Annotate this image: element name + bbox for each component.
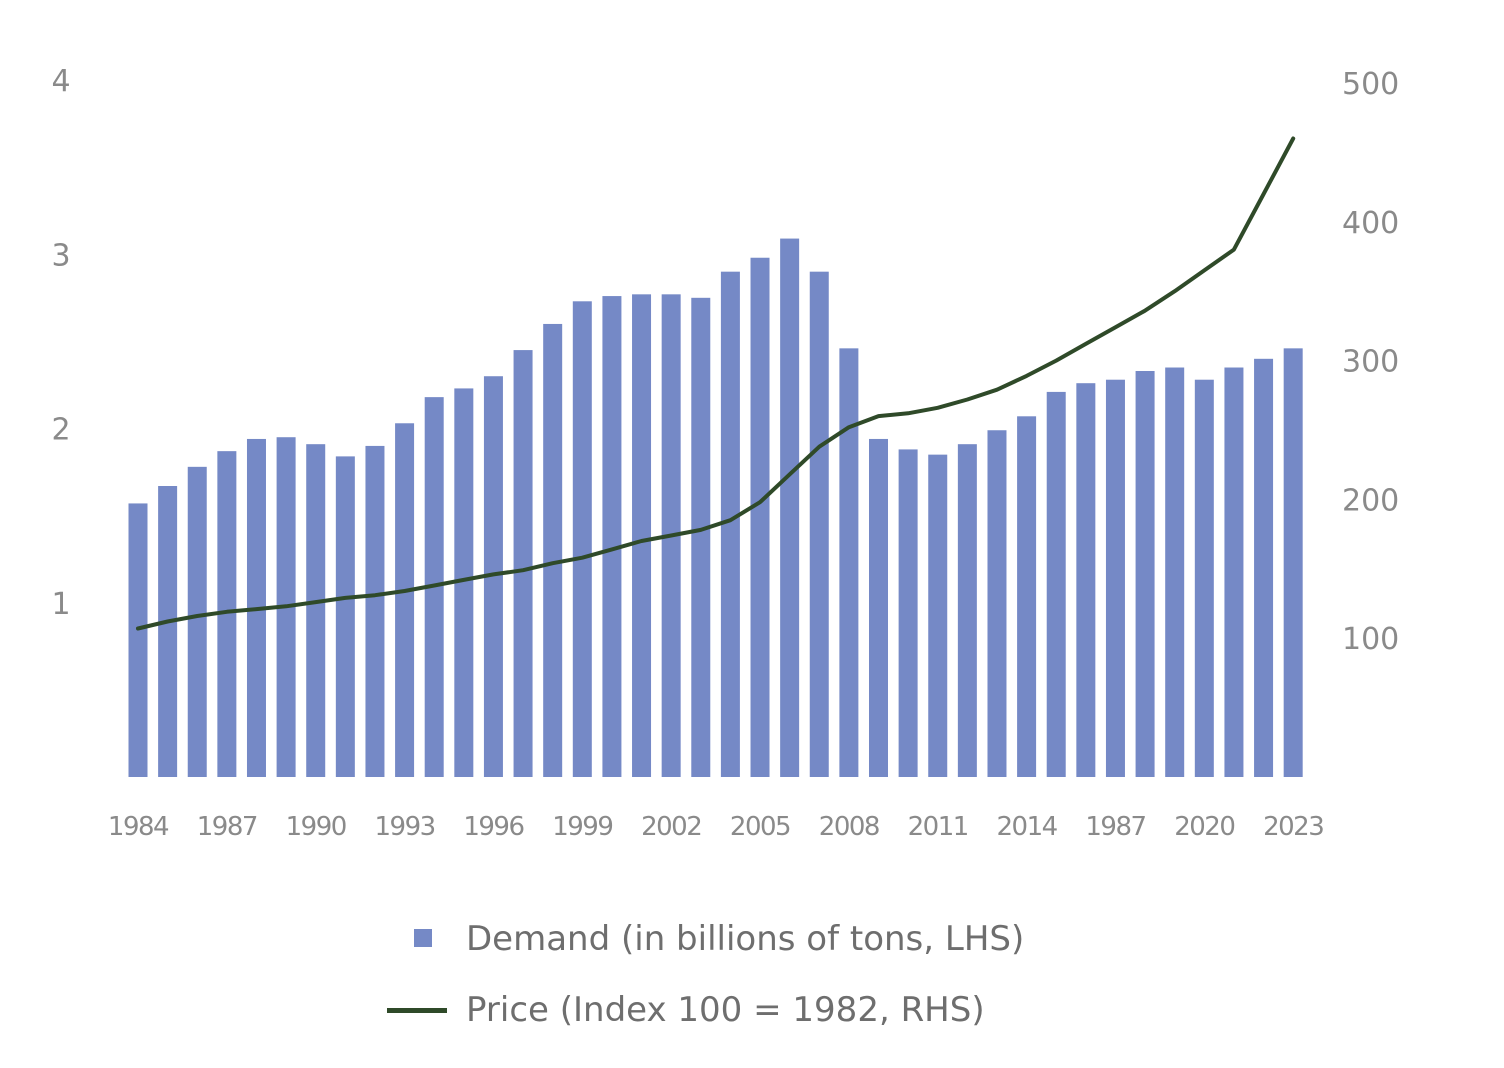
x-axis-tick-label: 1987 [197, 812, 257, 842]
legend: Demand (in billions of tons, LHS) Price … [387, 919, 1024, 1030]
demand-bar [128, 503, 148, 777]
demand-bar [1254, 358, 1274, 777]
legend-price-label: Price (Index 100 = 1982, RHS) [466, 990, 985, 1030]
demand-bar [365, 445, 385, 777]
demand-bar [691, 297, 711, 777]
demand-bar [306, 444, 326, 777]
x-axis-tick-label: 1996 [463, 812, 523, 842]
demand-bar [1194, 379, 1214, 777]
demand-bar [1046, 391, 1066, 777]
demand-bar [839, 348, 859, 777]
demand-bar [720, 271, 740, 777]
demand-bar [1224, 367, 1244, 777]
x-axis-tick-label: 1999 [552, 812, 612, 842]
left-axis-tick-label: 2 [51, 413, 70, 448]
demand-bar [572, 301, 592, 777]
left-axis-tick-label: 4 [51, 64, 70, 99]
x-axis-tick-label: 2005 [730, 812, 790, 842]
demand-bar [395, 423, 415, 777]
demand-bar [809, 271, 829, 777]
demand-bar [1076, 383, 1096, 777]
right-axis-ticks: 100 200 300 400 500 [1342, 67, 1399, 657]
demand-bar [1017, 416, 1037, 777]
price-line [136, 136, 1296, 631]
x-axis-ticks: 1984 1987 1990 1993 1996 1999 2002 2005 2008 2011… [108, 812, 1325, 842]
demand-bar [543, 323, 563, 777]
left-axis-tick-label: 1 [51, 587, 70, 622]
legend-price-swatch [387, 1008, 447, 1013]
demand-bar [513, 350, 533, 777]
demand-bar [483, 376, 503, 777]
right-axis-tick-label: 200 [1342, 483, 1399, 518]
demand-bar [1105, 379, 1125, 777]
right-axis-tick-label: 500 [1342, 67, 1399, 102]
right-axis-tick-label: 300 [1342, 345, 1399, 380]
demand-bar [957, 444, 977, 777]
demand-bar [158, 486, 178, 777]
demand-bar [750, 257, 770, 777]
x-axis-tick-label: 2020 [1174, 812, 1234, 842]
x-axis-tick-label: 2011 [908, 812, 968, 842]
x-axis-tick-label: 1990 [286, 812, 346, 842]
demand-bar [454, 388, 474, 777]
right-axis-tick-label: 400 [1342, 206, 1399, 241]
left-axis-ticks: 1 2 3 4 [51, 64, 70, 622]
x-axis-tick-label: 2023 [1263, 812, 1323, 842]
demand-bars [128, 238, 1303, 777]
x-axis-tick-label: 1993 [374, 812, 434, 842]
demand-bar [928, 454, 948, 777]
legend-demand-swatch [414, 929, 432, 947]
x-axis-tick-label: 2002 [641, 812, 701, 842]
demand-bar [335, 456, 355, 777]
demand-bar [898, 449, 918, 777]
x-axis-tick-label: 2014 [997, 812, 1058, 842]
x-axis-tick-label: 1984 [108, 812, 169, 842]
demand-bar [987, 430, 1007, 777]
demand-bar [632, 294, 652, 777]
demand-bar [217, 451, 237, 777]
demand-bar [780, 238, 800, 777]
x-axis-tick-label: 2008 [819, 812, 879, 842]
right-axis-tick-label: 100 [1342, 622, 1399, 657]
left-axis-tick-label: 3 [51, 238, 70, 273]
demand-bar [187, 466, 207, 777]
demand-bar [1165, 367, 1185, 777]
demand-bar [1135, 370, 1155, 777]
demand-bar [602, 296, 622, 777]
legend-demand-label: Demand (in billions of tons, LHS) [466, 919, 1024, 959]
x-axis-tick-label: 1987 [1085, 812, 1145, 842]
demand-bar [1283, 348, 1303, 777]
demand-bar [869, 438, 888, 777]
price-line-group [136, 136, 1296, 631]
